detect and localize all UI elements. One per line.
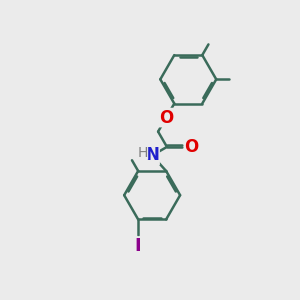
Text: H: H (137, 146, 148, 160)
Text: N: N (145, 146, 159, 164)
Text: I: I (135, 237, 142, 255)
Text: O: O (159, 109, 173, 127)
Text: O: O (184, 138, 199, 156)
